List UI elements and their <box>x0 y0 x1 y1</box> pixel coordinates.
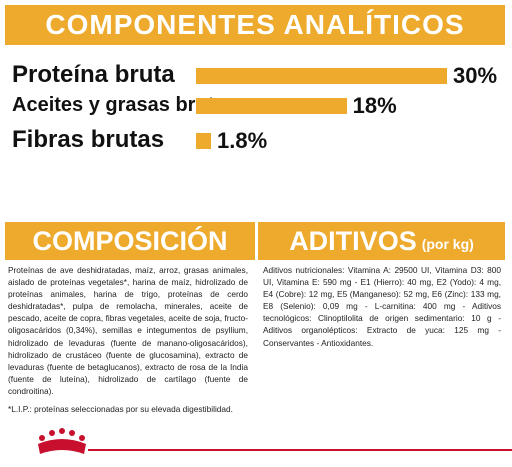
value-label: 18% <box>352 93 397 118</box>
composition-note: *L.I.P.: proteínas seleccionadas por su … <box>8 404 233 414</box>
category-label: Aceites y grasas brutos <box>12 94 238 116</box>
additives-text: Aditivos nutricionales: Vitamina A: 2950… <box>263 265 501 348</box>
bar <box>196 98 347 114</box>
composition-banner: COMPOSICIÓN <box>5 222 255 260</box>
logo-footer <box>38 428 512 454</box>
value-label: 1.8% <box>217 128 268 153</box>
composition-text: Proteínas de ave deshidratadas, maíz, ar… <box>8 265 248 396</box>
composition-title: COMPOSICIÓN <box>32 225 228 256</box>
category-label: Fibras brutas <box>12 126 165 153</box>
title: COMPONENTES ANALÍTICOS <box>45 9 465 40</box>
additives-subtitle: (por kg) <box>421 236 474 252</box>
crown-logo <box>38 428 86 454</box>
value-label: 30% <box>453 63 498 88</box>
category-label: Proteína bruta <box>12 61 175 88</box>
bar <box>196 133 212 149</box>
bar <box>196 68 447 84</box>
additives-banner: ADITIVOS (por kg) <box>258 222 505 260</box>
title-banner: COMPONENTES ANALÍTICOS <box>5 5 505 45</box>
additives-title: ADITIVOS <box>289 225 417 256</box>
